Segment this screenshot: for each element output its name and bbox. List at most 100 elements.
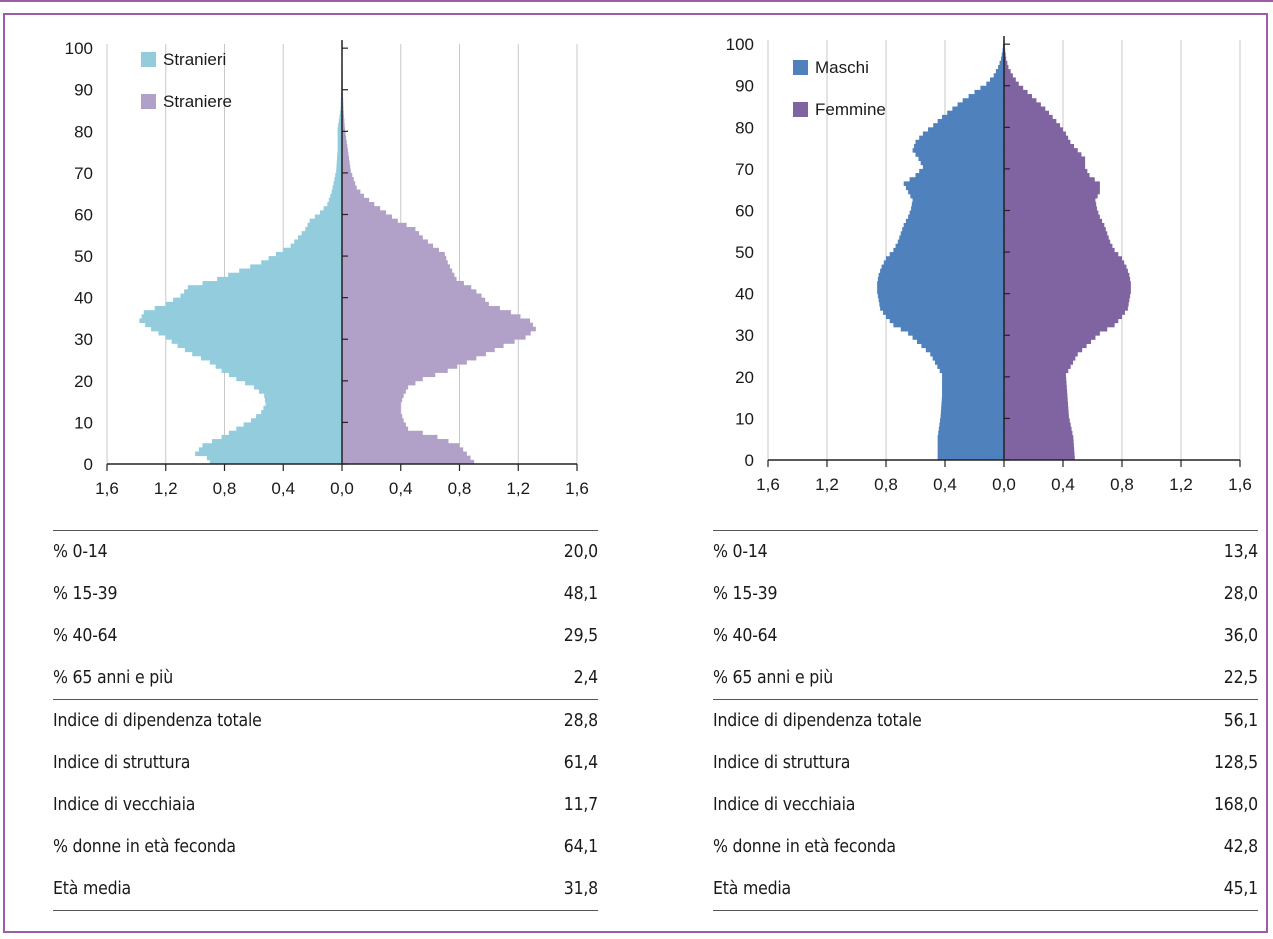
bar [342,135,347,141]
y-tick-label: 50 [74,247,93,266]
stats-row: Età media 45,1 [713,868,1258,911]
bar [910,193,1004,199]
stats-row: % 15-39 28,0 [713,573,1258,615]
bar [1004,264,1127,270]
bar [1004,451,1075,457]
bar [940,414,1004,419]
bar [342,347,495,353]
bar [342,123,345,128]
bar [1004,135,1069,141]
bar [337,147,342,153]
bar [942,372,1004,378]
stats-label: % donne in età feconda [53,837,236,857]
bar [1004,318,1119,324]
bar [1004,214,1100,220]
stats-label: Indice di struttura [713,753,851,773]
legend-label: Stranieri [163,50,226,69]
bar [930,351,1004,357]
bar [342,335,526,340]
x-tick-label: 0,8 [448,479,472,498]
bar [1004,405,1069,411]
bar [139,318,342,324]
bar [922,164,1004,170]
bar [912,198,1004,203]
bar [342,168,351,174]
bar [187,285,342,290]
x-tick-label: 1,2 [506,479,530,498]
stats-row: % 40-64 36,0 [713,615,1258,657]
bar [323,206,342,211]
bar [1004,389,1068,394]
bar [342,372,436,378]
bar [206,455,342,461]
bar [1004,430,1073,436]
bar [1004,252,1119,257]
bar [342,301,489,307]
bar [342,256,447,261]
bar [342,393,404,398]
bar [342,222,407,228]
legend-label: Maschi [815,58,869,77]
stats-label: % donne in età feconda [713,837,896,857]
bar [1004,227,1106,232]
bar [342,364,458,369]
x-tick-label: 0,8 [1110,475,1134,494]
bar [253,384,342,390]
bar [941,401,1004,407]
bar [342,202,375,207]
bar [1004,455,1075,461]
bar [877,281,1004,286]
bar [337,156,342,161]
bar [1004,206,1097,211]
bar [171,339,342,344]
bar [1004,164,1086,170]
top-border [0,0,1273,2]
bar [337,139,342,145]
stats-row: Indice di vecchiaia 168,0 [713,784,1258,826]
bar [1004,301,1129,307]
bar [918,156,1004,161]
stats-label: % 15-39 [53,584,118,604]
bar [342,310,511,315]
bar [1004,268,1128,274]
x-tick-label: 0,8 [874,475,898,494]
bar [342,181,356,186]
bar [342,147,348,153]
bar [1004,310,1125,315]
bar [309,218,342,224]
stats-value: 13,4 [1223,542,1258,562]
bar [1004,56,1007,62]
bar [236,426,342,432]
legend-label: Femmine [815,100,886,119]
bar [1004,156,1086,161]
bar [909,210,1004,216]
stats-label: Indice di vecchiaia [713,795,856,815]
stats-label: Indice di struttura [53,753,191,773]
bar [165,301,342,307]
y-tick-label: 100 [726,35,754,54]
bar [259,389,342,394]
bar [1004,414,1069,419]
bar [1004,418,1070,423]
y-tick-label: 30 [735,326,754,345]
bar [290,243,342,249]
bar [261,409,342,415]
series-straniere [342,44,536,465]
bar [177,343,342,348]
bar [1004,335,1096,340]
bar [180,293,342,299]
bar [275,251,342,257]
bar [932,356,1004,361]
bar [1004,368,1069,374]
bar [1004,189,1100,195]
y-tick-label: 80 [74,122,93,141]
bar [1004,60,1008,66]
stats-label: % 0-14 [53,542,108,562]
bar [342,118,345,124]
bar [1004,435,1074,440]
bar [342,272,455,278]
bar [1004,289,1131,295]
bar [883,310,1004,315]
bar [342,289,477,294]
bar [877,285,1004,290]
